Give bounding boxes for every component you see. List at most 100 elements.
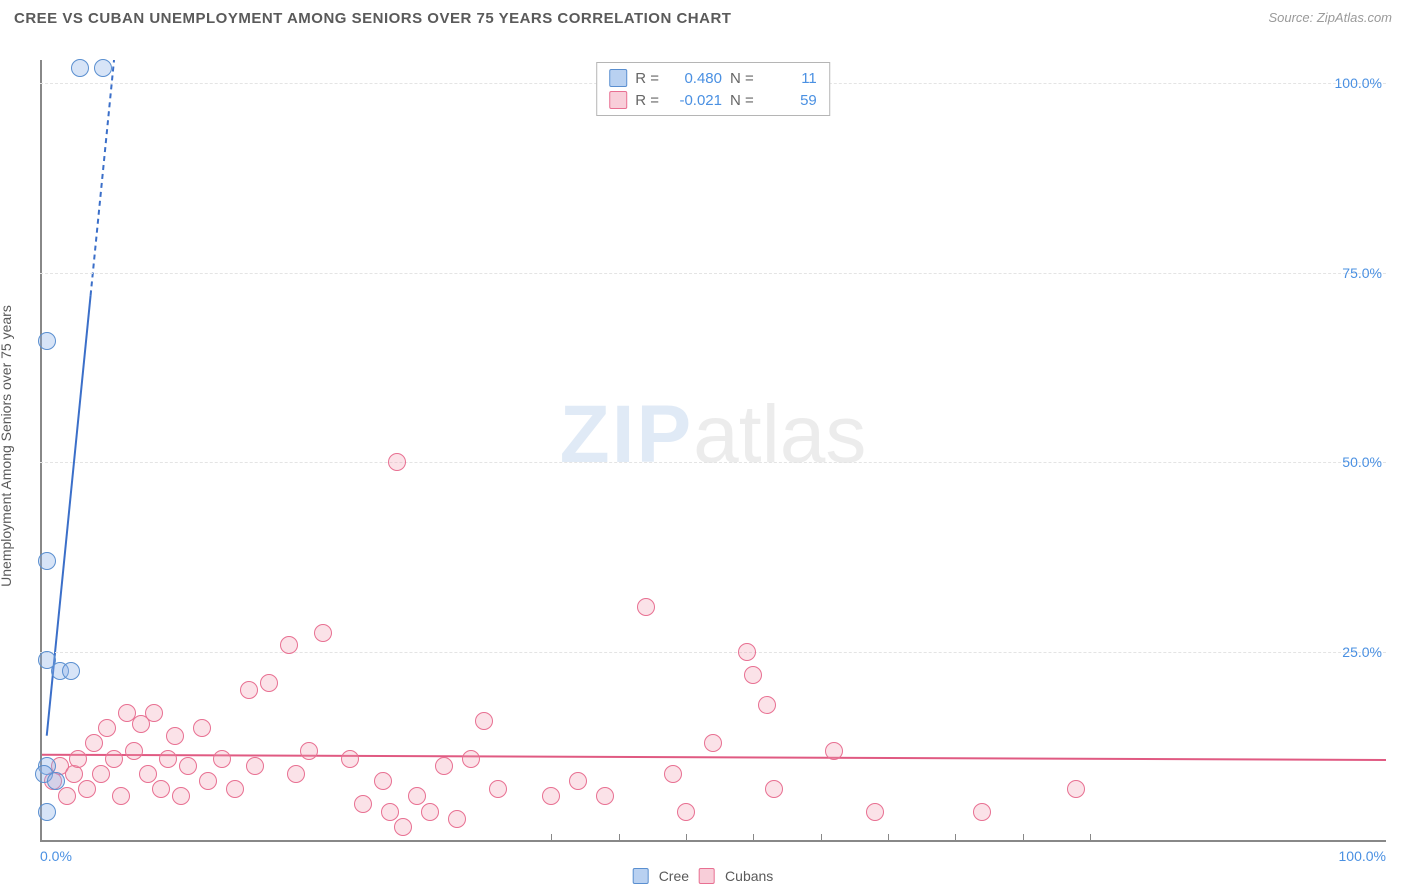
data-point xyxy=(280,636,298,654)
cubans-legend-label: Cubans xyxy=(725,868,773,884)
cree-n-value: 11 xyxy=(762,70,817,87)
x-tick-label: 0.0% xyxy=(40,848,72,864)
data-point xyxy=(38,803,56,821)
r-label: R = xyxy=(635,70,659,87)
gridline xyxy=(40,273,1386,274)
data-point xyxy=(38,332,56,350)
stats-row-cree: R = 0.480 N = 11 xyxy=(609,67,817,89)
y-tick-label: 100.0% xyxy=(1335,75,1382,91)
y-tick-label: 75.0% xyxy=(1342,265,1382,281)
data-point xyxy=(388,453,406,471)
gridline xyxy=(40,652,1386,653)
data-point xyxy=(246,757,264,775)
data-point xyxy=(47,772,65,790)
cree-swatch-icon xyxy=(609,69,627,87)
data-point xyxy=(193,719,211,737)
data-point xyxy=(240,681,258,699)
data-point xyxy=(314,624,332,642)
data-point xyxy=(105,750,123,768)
data-point xyxy=(569,772,587,790)
data-point xyxy=(374,772,392,790)
x-tick xyxy=(753,834,754,842)
series-legend: Cree Cubans xyxy=(633,868,774,884)
data-point xyxy=(125,742,143,760)
data-point xyxy=(85,734,103,752)
cubans-swatch-icon xyxy=(699,868,715,884)
r-label: R = xyxy=(635,92,659,109)
y-axis xyxy=(40,60,42,842)
x-tick xyxy=(686,834,687,842)
data-point xyxy=(435,757,453,775)
x-tick xyxy=(1090,834,1091,842)
data-point xyxy=(542,787,560,805)
data-point xyxy=(139,765,157,783)
data-point xyxy=(94,59,112,77)
data-point xyxy=(825,742,843,760)
data-point xyxy=(354,795,372,813)
data-point xyxy=(475,712,493,730)
cree-swatch-icon xyxy=(633,868,649,884)
data-point xyxy=(300,742,318,760)
data-point xyxy=(408,787,426,805)
y-tick-label: 50.0% xyxy=(1342,454,1382,470)
y-axis-label: Unemployment Among Seniors over 75 years xyxy=(0,305,14,587)
data-point xyxy=(637,598,655,616)
data-point xyxy=(1067,780,1085,798)
data-point xyxy=(758,696,776,714)
data-point xyxy=(226,780,244,798)
data-point xyxy=(199,772,217,790)
x-axis xyxy=(40,840,1386,842)
data-point xyxy=(738,643,756,661)
x-tick xyxy=(551,834,552,842)
x-tick xyxy=(888,834,889,842)
data-point xyxy=(172,787,190,805)
gridline xyxy=(40,462,1386,463)
stats-legend: R = 0.480 N = 11 R = -0.021 N = 59 xyxy=(596,62,830,116)
x-tick xyxy=(821,834,822,842)
plot-area: ZIPatlas R = 0.480 N = 11 R = -0.021 N =… xyxy=(40,60,1386,842)
data-point xyxy=(71,59,89,77)
cree-legend-label: Cree xyxy=(659,868,689,884)
data-point xyxy=(166,727,184,745)
data-point xyxy=(62,662,80,680)
stats-row-cubans: R = -0.021 N = 59 xyxy=(609,89,817,111)
data-point xyxy=(92,765,110,783)
data-point xyxy=(98,719,116,737)
data-point xyxy=(69,750,87,768)
n-label: N = xyxy=(730,92,754,109)
data-point xyxy=(213,750,231,768)
data-point xyxy=(58,787,76,805)
data-point xyxy=(489,780,507,798)
data-point xyxy=(448,810,466,828)
data-point xyxy=(179,757,197,775)
data-point xyxy=(973,803,991,821)
cubans-swatch-icon xyxy=(609,91,627,109)
data-point xyxy=(112,787,130,805)
source-label: Source: ZipAtlas.com xyxy=(1268,10,1392,25)
data-point xyxy=(462,750,480,768)
data-point xyxy=(38,552,56,570)
data-point xyxy=(65,765,83,783)
data-point xyxy=(394,818,412,836)
chart-title: CREE VS CUBAN UNEMPLOYMENT AMONG SENIORS… xyxy=(14,10,731,27)
data-point xyxy=(287,765,305,783)
x-tick-label: 100.0% xyxy=(1339,848,1386,864)
watermark-atlas: atlas xyxy=(693,389,866,480)
data-point xyxy=(765,780,783,798)
x-tick xyxy=(619,834,620,842)
data-point xyxy=(78,780,96,798)
data-point xyxy=(381,803,399,821)
cubans-r-value: -0.021 xyxy=(667,92,722,109)
x-tick xyxy=(1023,834,1024,842)
trend-lines xyxy=(40,60,1386,842)
watermark-zip: ZIP xyxy=(560,389,694,480)
cree-r-value: 0.480 xyxy=(667,70,722,87)
data-point xyxy=(677,803,695,821)
y-tick-label: 25.0% xyxy=(1342,644,1382,660)
data-point xyxy=(421,803,439,821)
n-label: N = xyxy=(730,70,754,87)
data-point xyxy=(159,750,177,768)
x-tick xyxy=(955,834,956,842)
data-point xyxy=(866,803,884,821)
data-point xyxy=(341,750,359,768)
